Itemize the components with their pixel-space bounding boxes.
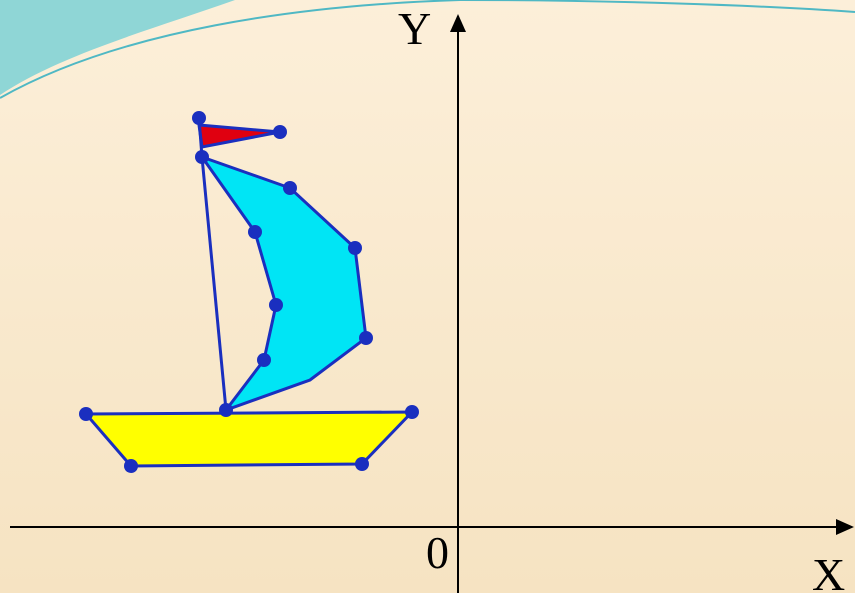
vertex (283, 181, 297, 195)
vertex (405, 405, 419, 419)
decor-swoosh (0, 0, 235, 95)
sail (198, 154, 368, 414)
mast (200, 156, 228, 411)
origin-label: 0 (426, 527, 449, 578)
vertex (124, 459, 138, 473)
vertex (355, 457, 369, 471)
vertex (79, 407, 93, 421)
vertex (273, 125, 287, 139)
vertex (359, 331, 373, 345)
vertex (192, 111, 206, 125)
vertex (248, 225, 262, 239)
x-axis-label: X (812, 549, 845, 593)
vertex (219, 403, 233, 417)
vertex (269, 298, 283, 312)
decor-line (0, 0, 461, 99)
y-axis-label: Y (398, 3, 431, 54)
boat (82, 117, 416, 468)
vertex (257, 353, 271, 367)
vertices (79, 111, 419, 473)
vertex (348, 241, 362, 255)
decor-line (459, 0, 855, 13)
vertex (195, 150, 209, 164)
